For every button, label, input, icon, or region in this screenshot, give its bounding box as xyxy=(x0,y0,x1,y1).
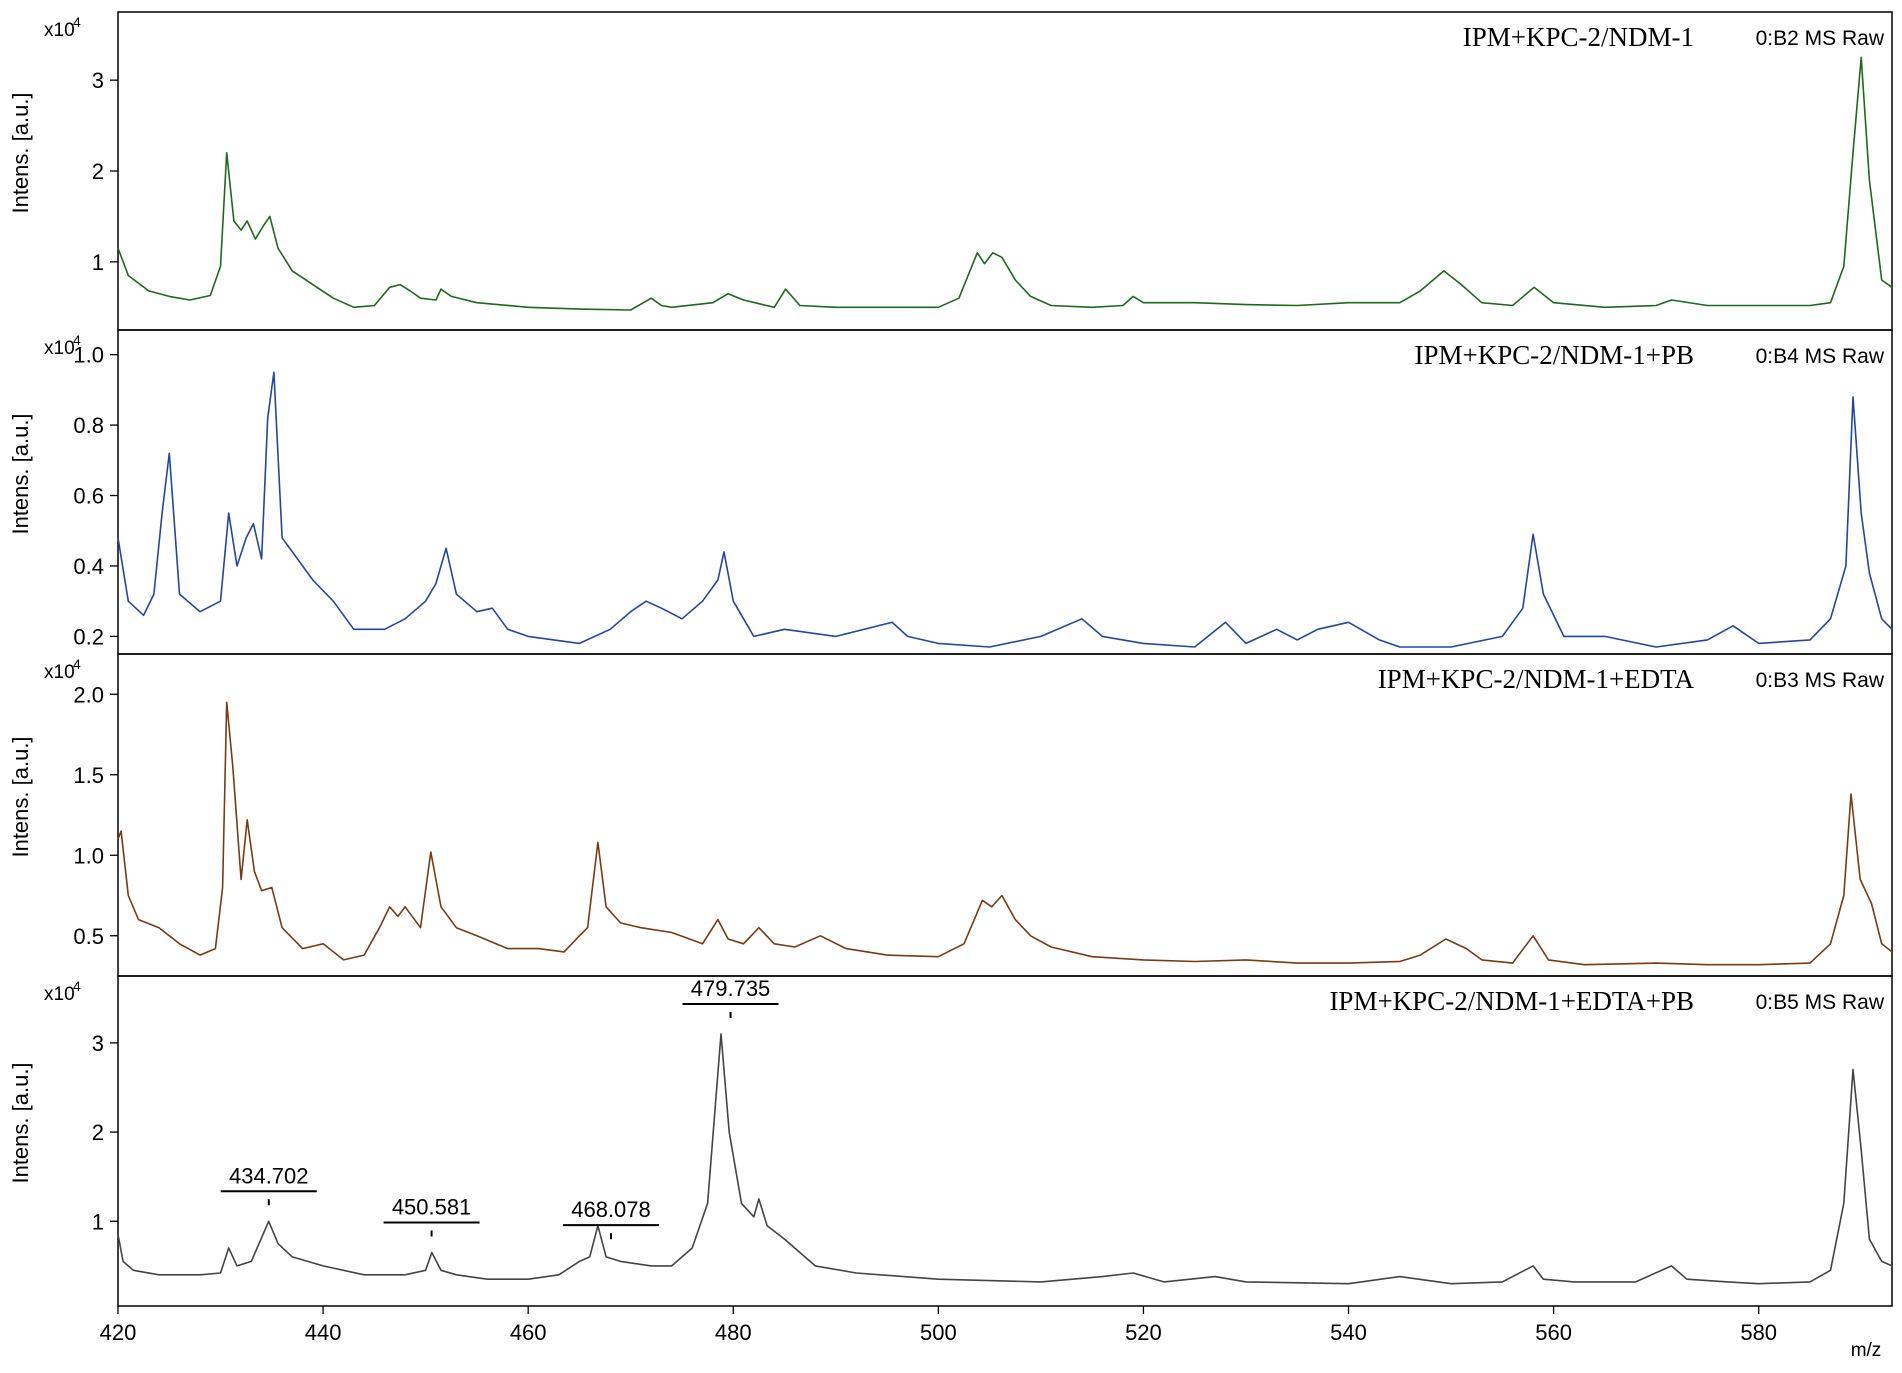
panel-source-label: 0:B3 MS Raw xyxy=(1756,669,1885,692)
y-exponent-power: 4 xyxy=(73,656,81,672)
spectrum-line xyxy=(117,701,1893,966)
spectrum-line xyxy=(117,1033,1893,1285)
y-exponent-power: 4 xyxy=(73,978,81,994)
peak-label: 450.581 xyxy=(383,1194,480,1237)
panel-title: IPM+KPC-2/NDM-1 xyxy=(1463,22,1694,52)
y-tick-label: 0.4 xyxy=(73,554,104,579)
peak-label-text: 450.581 xyxy=(392,1194,472,1219)
x-tick-label: 580 xyxy=(1740,1320,1777,1345)
x-tick-label: 560 xyxy=(1535,1320,1572,1345)
y-tick-label: 3 xyxy=(92,1031,104,1056)
y-tick-label: 2 xyxy=(92,159,104,184)
y-tick-label: 1 xyxy=(92,1209,104,1234)
y-exponent-label: x10 xyxy=(44,984,75,1005)
peak-label: 434.702 xyxy=(220,1163,317,1206)
x-tick-label: 540 xyxy=(1330,1320,1367,1345)
y-tick-label: 0.6 xyxy=(73,484,104,509)
peak-label-text: 468.078 xyxy=(571,1197,651,1222)
panel-source-label: 0:B2 MS Raw xyxy=(1756,27,1885,50)
y-axis-label: Intens. [a.u.] xyxy=(8,413,33,534)
y-tick-label: 0.2 xyxy=(73,624,104,649)
y-exponent-power: 4 xyxy=(73,14,81,30)
peak-label: 479.735 xyxy=(682,976,779,1018)
y-axis-label: Intens. [a.u.] xyxy=(8,92,33,213)
x-axis: 420 440 460 480 500 520 540 560 580 m/z xyxy=(100,1306,1882,1361)
y-exponent-label: x10 xyxy=(44,662,75,683)
panel-title: IPM+KPC-2/NDM-1+EDTA xyxy=(1378,664,1695,694)
panel-title: IPM+KPC-2/NDM-1+EDTA+PB xyxy=(1329,986,1694,1016)
y-tick-label: 1.0 xyxy=(73,343,104,368)
x-tick-label: 520 xyxy=(1125,1320,1162,1345)
x-tick-label: 440 xyxy=(305,1320,342,1345)
panel-title: IPM+KPC-2/NDM-1+PB xyxy=(1414,340,1694,370)
panel-source-label: 0:B5 MS Raw xyxy=(1756,991,1885,1014)
peak-label-text: 479.735 xyxy=(691,976,771,1001)
panel-frame xyxy=(117,653,1893,977)
peak-label-text: 434.702 xyxy=(229,1163,309,1188)
x-tick-label: 420 xyxy=(100,1320,137,1345)
y-tick-label: 1.5 xyxy=(73,763,104,788)
panel-frame xyxy=(117,11,1893,331)
x-tick-label: 500 xyxy=(920,1320,957,1345)
y-axis-label: Intens. [a.u.] xyxy=(8,736,33,857)
y-tick-label: 3 xyxy=(92,68,104,93)
y-tick-label: 0.8 xyxy=(73,413,104,438)
x-tick-label: 480 xyxy=(715,1320,752,1345)
y-exponent-label: x10 xyxy=(44,338,75,359)
spectrum-line xyxy=(117,371,1893,648)
x-axis-label: m/z xyxy=(1851,1340,1882,1361)
y-tick-label: 2 xyxy=(92,1120,104,1145)
y-tick-label: 0.5 xyxy=(73,924,104,949)
panel-frame xyxy=(117,975,1893,1307)
panel-source-label: 0:B4 MS Raw xyxy=(1756,345,1885,368)
y-axis-label: Intens. [a.u.] xyxy=(8,1062,33,1183)
x-tick-label: 460 xyxy=(510,1320,547,1345)
panel-frame xyxy=(117,329,1893,655)
y-tick-label: 2.0 xyxy=(73,682,104,707)
peak-label: 468.078 xyxy=(563,1197,660,1240)
y-exponent-label: x10 xyxy=(44,20,75,41)
y-tick-label: 1 xyxy=(92,250,104,275)
y-tick-label: 1.0 xyxy=(73,843,104,868)
spectrum-line xyxy=(117,56,1893,311)
y-exponent-power: 4 xyxy=(73,332,81,348)
